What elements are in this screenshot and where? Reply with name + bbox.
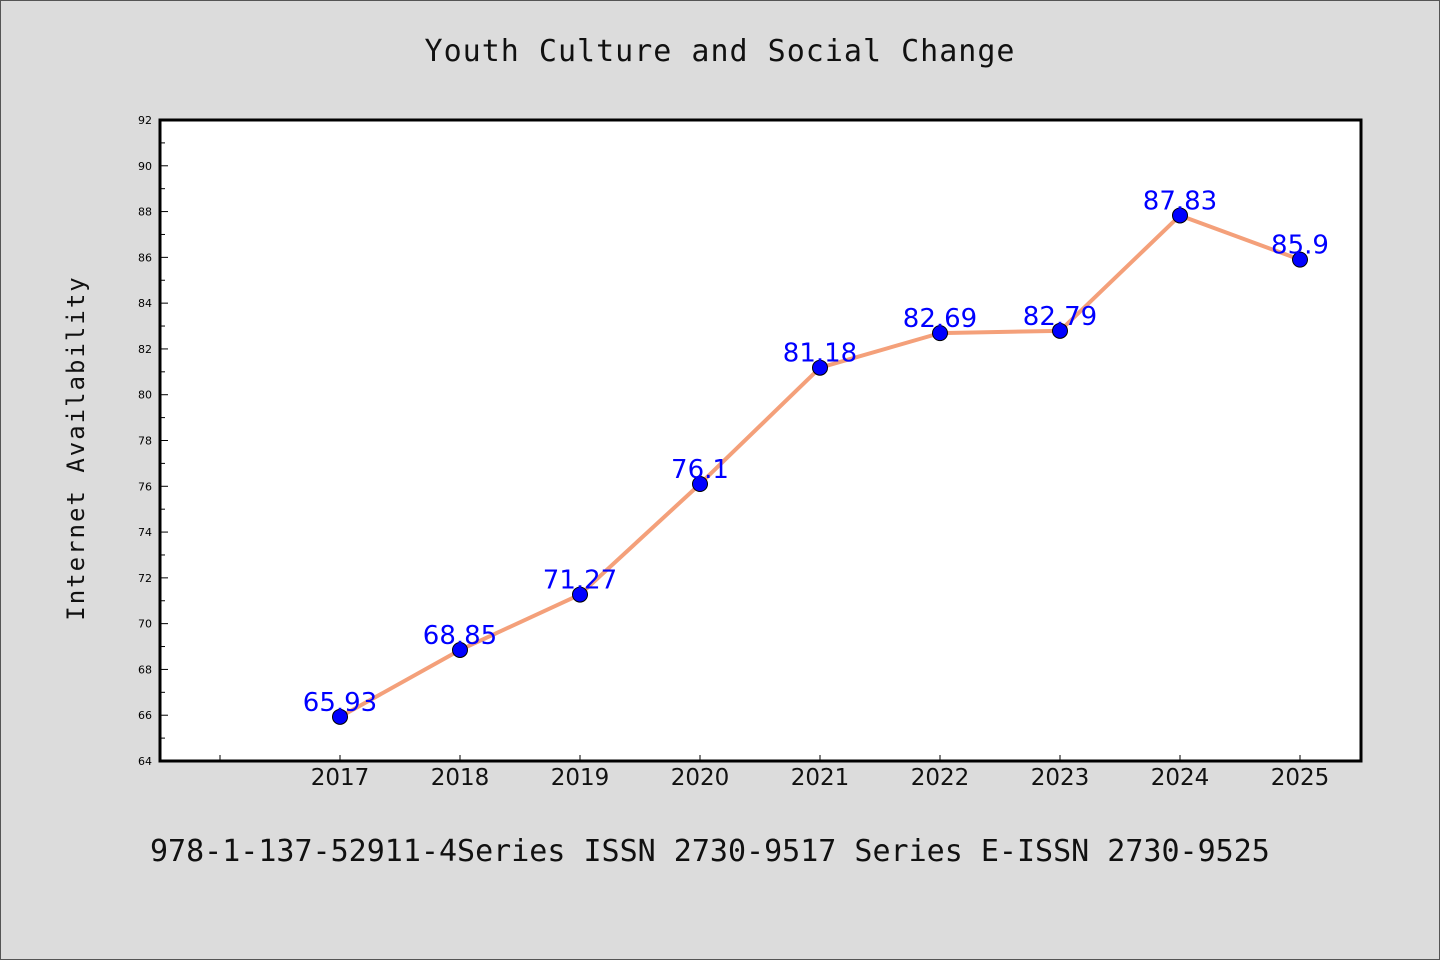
data-label: 81.18 xyxy=(783,339,857,369)
y-tick-label: 70 xyxy=(138,618,152,631)
data-point xyxy=(692,475,708,492)
x-tick-label: 2022 xyxy=(911,765,970,791)
x-tick-label: 2020 xyxy=(671,765,730,791)
x-tick-label: 2019 xyxy=(551,765,610,791)
data-label: 71.27 xyxy=(543,566,617,596)
data-label: 76.1 xyxy=(671,455,729,485)
data-point xyxy=(932,325,948,342)
plot-area xyxy=(158,118,1363,763)
data-point xyxy=(1292,251,1308,268)
y-tick-label: 80 xyxy=(138,389,152,402)
data-label: 85.9 xyxy=(1271,231,1329,261)
data-point xyxy=(1052,322,1068,339)
data-point xyxy=(812,359,828,376)
y-tick-label: 86 xyxy=(138,251,152,264)
x-tick-label: 2023 xyxy=(1031,765,1090,791)
data-label: 82.69 xyxy=(903,304,977,334)
y-tick-label: 78 xyxy=(138,435,152,448)
data-label: 82.79 xyxy=(1023,302,1097,332)
x-tick-label: 2018 xyxy=(431,765,490,791)
y-tick-label: 84 xyxy=(138,297,152,310)
x-tick-label: 2021 xyxy=(791,765,850,791)
data-point xyxy=(1172,207,1188,224)
y-tick-label: 64 xyxy=(138,755,152,768)
data-point xyxy=(452,641,468,658)
y-tick-label: 92 xyxy=(138,114,152,127)
y-tick-label: 68 xyxy=(138,663,152,676)
x-tick-label: 2025 xyxy=(1271,765,1330,791)
y-tick-label: 90 xyxy=(138,160,152,173)
data-label: 87.83 xyxy=(1143,186,1217,216)
y-tick-label: 76 xyxy=(138,480,152,493)
data-label: 65.93 xyxy=(303,688,377,718)
data-label: 68.85 xyxy=(423,621,497,651)
y-tick-label: 82 xyxy=(138,343,152,356)
y-tick-label: 74 xyxy=(138,526,152,539)
data-point xyxy=(572,586,588,603)
y-tick-label: 72 xyxy=(138,572,152,585)
chart-title: Youth Culture and Social Change xyxy=(424,34,1016,69)
data-point xyxy=(332,708,348,725)
y-tick-label: 66 xyxy=(138,709,152,722)
y-tick-label: 88 xyxy=(138,206,152,219)
footer-isbn-text: 978-1-137-52911-4Series ISSN 2730-9517 S… xyxy=(150,834,1270,869)
x-tick-label: 2024 xyxy=(1151,765,1210,791)
x-tick-label: 2017 xyxy=(311,765,370,791)
